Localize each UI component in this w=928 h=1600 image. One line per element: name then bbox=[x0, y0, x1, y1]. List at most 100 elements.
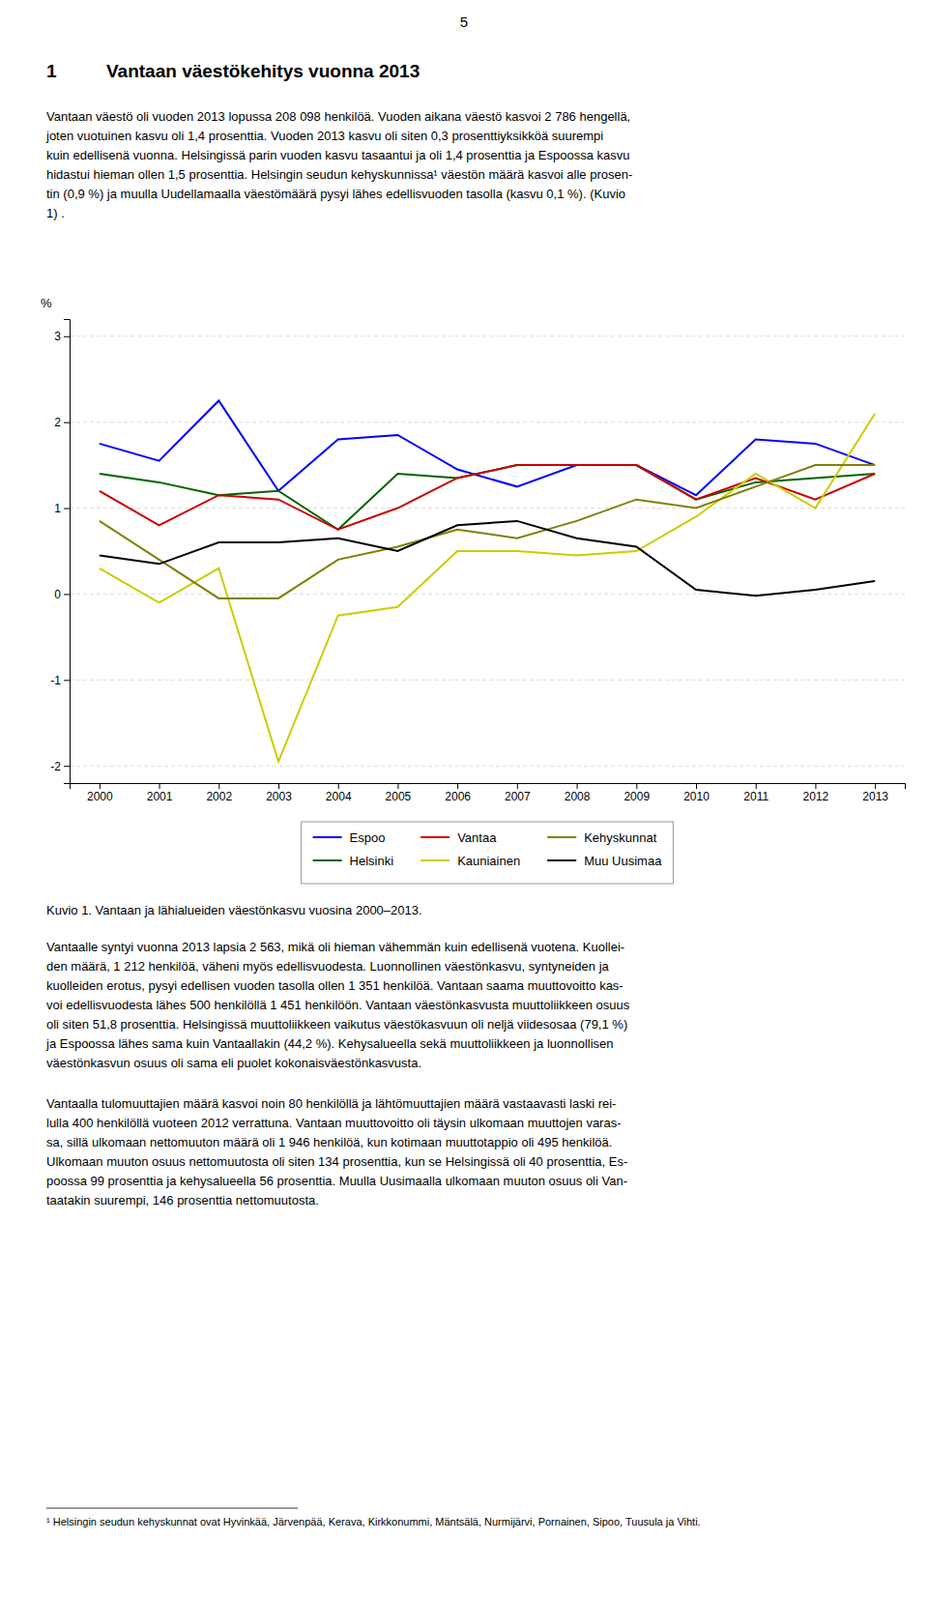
x-tick: 2005 bbox=[385, 783, 412, 804]
x-tick: 2011 bbox=[743, 783, 769, 804]
legend-swatch bbox=[420, 859, 450, 862]
x-tick: 2012 bbox=[803, 783, 830, 804]
y-tick: -2 bbox=[50, 759, 70, 774]
paragraph-line: kuin edellisenä vuonna. Helsingissä pari… bbox=[46, 147, 630, 163]
series-line bbox=[99, 521, 875, 596]
x-tick: 2003 bbox=[265, 783, 292, 804]
y-axis-line bbox=[63, 319, 71, 784]
heading-number: 1 bbox=[46, 60, 58, 82]
paragraph-line: kuolleiden erotus, pysyi edellisen vuode… bbox=[46, 978, 624, 993]
x-tick-mark bbox=[338, 783, 340, 789]
paragraph-line: Vantaan väestö oli vuoden 2013 lopussa 2… bbox=[46, 109, 631, 124]
legend-label: Kehyskunnat bbox=[583, 830, 658, 845]
paragraph-line: poossa 99 prosenttia ja kehysalueella 56… bbox=[46, 1173, 628, 1189]
y-tick: 3 bbox=[54, 329, 70, 344]
legend-swatch bbox=[313, 836, 343, 839]
x-tick-label: 2003 bbox=[265, 789, 292, 804]
footnote: ¹ Helsingin seudun kehyskunnat ovat Hyvi… bbox=[46, 1515, 701, 1528]
x-tick-mark bbox=[874, 783, 876, 789]
x-tick: 2002 bbox=[205, 783, 232, 804]
legend-label: Espoo bbox=[349, 830, 386, 845]
y-tick-label: -2 bbox=[50, 759, 61, 774]
grid bbox=[69, 336, 905, 766]
paragraph-line: Ulkomaan muuton osuus nettomuutosta oli … bbox=[46, 1154, 628, 1169]
x-tick-label: 2007 bbox=[504, 789, 531, 804]
paragraph-line: Vantaalle syntyi vuonna 2013 lapsia 2 56… bbox=[46, 939, 625, 955]
paragraph: Vantaan väestö oli vuoden 2013 lopussa 2… bbox=[45, 109, 633, 221]
x-tick: 2000 bbox=[87, 783, 114, 804]
series-line bbox=[99, 413, 875, 762]
grid-line bbox=[69, 335, 905, 337]
x-axis: 2000 2001 2002 2003 2004 2005 2006 2007 2008 2009… bbox=[70, 783, 906, 804]
x-tick-mark bbox=[577, 783, 579, 789]
x-axis-line bbox=[70, 783, 906, 790]
paragraph-line: tin (0,9 %) ja muulla Uudellamaalla väes… bbox=[46, 186, 626, 202]
heading-text: Vantaan väestökehitys vuonna 2013 bbox=[106, 60, 420, 82]
x-tick-mark bbox=[636, 783, 638, 789]
x-tick-label: 2006 bbox=[444, 789, 471, 804]
paragraph-line: voi edellisvuodesta lähes 500 henkilöllä… bbox=[46, 997, 631, 1013]
paragraph: Vantaalla tulomuuttajien määrä kasvoi no… bbox=[46, 1096, 628, 1208]
legend-item: Kehyskunnat bbox=[547, 830, 658, 845]
paragraph-line: väestönkasvun osuus oli sama eli puolet … bbox=[46, 1055, 422, 1071]
x-tick: 2001 bbox=[146, 783, 174, 804]
paragraph: Vantaalle syntyi vuonna 2013 lapsia 2 56… bbox=[45, 939, 631, 1071]
y-tick-mark bbox=[63, 679, 70, 681]
legend-frame bbox=[301, 821, 674, 884]
y-tick-label: -1 bbox=[50, 673, 61, 688]
legend-label: Helsinki bbox=[349, 853, 395, 869]
legend: Espoo Helsinki Vantaa Kauniainen Kehyskunnat… bbox=[301, 821, 674, 884]
paragraph-line: joten vuotuinen kasvu oli 1,4 prosenttia… bbox=[45, 128, 604, 144]
x-tick-label: 2001 bbox=[146, 789, 174, 804]
legend-item: Vantaa bbox=[420, 830, 497, 845]
figure-caption: Kuvio 1. Vantaan ja lähialueiden väestön… bbox=[46, 902, 423, 918]
series-line bbox=[99, 464, 875, 599]
y-axis-label: % bbox=[40, 295, 53, 311]
footnote-rule bbox=[46, 1508, 298, 1509]
y-tick: -1 bbox=[50, 673, 70, 688]
grid-line bbox=[69, 765, 905, 767]
paragraph-line: lulla 400 henkilöllä vuoteen 2012 verrat… bbox=[46, 1115, 622, 1131]
y-tick: 0 bbox=[54, 587, 70, 602]
x-tick: 2008 bbox=[564, 783, 591, 804]
y-tick-label: 3 bbox=[54, 329, 61, 344]
x-tick-mark bbox=[278, 783, 280, 789]
legend-label: Kauniainen bbox=[457, 853, 521, 869]
legend-label: Muu Uusimaa bbox=[583, 853, 663, 869]
series-lines bbox=[99, 400, 875, 761]
legend-item: Espoo bbox=[313, 830, 386, 845]
paragraph-line: sa, sillä ulkomaan nettomuuton määrä oli… bbox=[46, 1134, 612, 1150]
x-tick-mark bbox=[457, 783, 459, 789]
paragraph-line: 1) . bbox=[46, 205, 65, 221]
y-tick-mark bbox=[63, 336, 70, 338]
y-axis: -2-10123 bbox=[50, 319, 70, 784]
x-tick: 2004 bbox=[325, 783, 352, 804]
x-tick-label: 2009 bbox=[623, 789, 650, 804]
paragraph-line: taatakin suurempi, 146 prosenttia nettom… bbox=[46, 1192, 319, 1208]
x-tick-label: 2000 bbox=[87, 789, 114, 804]
x-tick: 2007 bbox=[504, 783, 531, 804]
x-tick-label: 2012 bbox=[803, 789, 830, 804]
paragraph-line: Vantaalla tulomuuttajien määrä kasvoi no… bbox=[46, 1096, 616, 1111]
legend-item: Kauniainen bbox=[420, 853, 521, 869]
grid-line bbox=[69, 679, 905, 681]
paragraph-line: hidastui hieman ollen 1,5 prosenttia. He… bbox=[46, 167, 633, 182]
y-tick-mark bbox=[63, 593, 70, 595]
x-tick-mark bbox=[99, 783, 101, 789]
paragraph-line: ja Espoossa lähes sama kuin Vantaallakin… bbox=[45, 1036, 614, 1051]
legend-label: Vantaa bbox=[457, 830, 497, 845]
legend-item: Helsinki bbox=[313, 853, 395, 869]
x-tick: 2010 bbox=[683, 783, 710, 804]
chart: 2000 2001 2002 2003 2004 2005 2006 2007 2008 2009… bbox=[40, 295, 906, 804]
x-tick-label: 2013 bbox=[862, 789, 889, 804]
x-tick-label: 2005 bbox=[385, 789, 412, 804]
legend-item: Muu Uusimaa bbox=[547, 853, 663, 869]
grid-line bbox=[69, 421, 905, 423]
x-tick-label: 2002 bbox=[205, 789, 232, 804]
x-tick-mark bbox=[755, 783, 757, 789]
y-tick-mark bbox=[63, 765, 70, 767]
y-tick-mark bbox=[63, 508, 70, 510]
y-tick-label: 0 bbox=[54, 587, 61, 602]
x-tick: 2009 bbox=[623, 783, 650, 804]
page-number: 5 bbox=[460, 13, 468, 30]
